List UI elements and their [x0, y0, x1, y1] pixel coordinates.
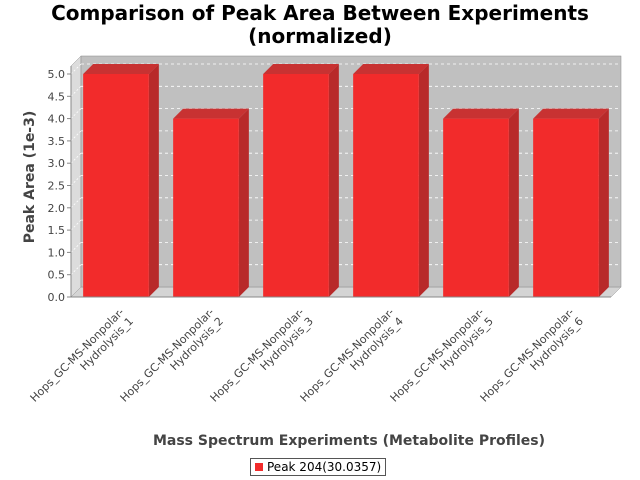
x-axis-label: Mass Spectrum Experiments (Metabolite Pr…	[153, 433, 545, 449]
x-tick-label-line: Hops_GC-MS-Nonpolar-	[478, 306, 577, 405]
bar-side-face	[508, 108, 519, 297]
bar-front-face	[83, 74, 149, 297]
bar-top-face	[263, 64, 339, 74]
x-tick-label: Hops_GC-MS-Nonpolar-Hydrolysis_6	[478, 306, 586, 405]
x-tick-label-line: Hops_GC-MS-Nonpolar-	[118, 306, 217, 405]
bar-side-face	[598, 108, 609, 297]
bar-side-face	[328, 64, 339, 297]
x-tick-label-line: Hops_GC-MS-Nonpolar-	[28, 306, 127, 405]
y-tick-label: 1.0	[48, 246, 66, 259]
plot-background	[70, 55, 622, 298]
bar-front-face	[263, 74, 329, 297]
x-tick-labels: Hops_GC-MS-Nonpolar-Hydrolysis_1Hops_GC-…	[28, 306, 586, 405]
bar-top-face	[533, 108, 609, 119]
y-tick-label: 0.5	[48, 269, 66, 282]
bar-front-face	[173, 118, 239, 297]
bar-top-face	[443, 108, 519, 119]
y-tick-label: 1.5	[48, 224, 66, 237]
y-tick-label: 4.0	[48, 113, 66, 126]
bar	[263, 64, 339, 297]
y-tick-label: 3.5	[48, 135, 66, 148]
gridlines	[70, 63, 621, 275]
legend-label: Peak 204(30.0357)	[267, 460, 382, 474]
chart-title-line-2: (normalized)	[248, 24, 392, 48]
bar-side-face	[238, 108, 249, 297]
y-tick-label: 5.0	[48, 68, 66, 81]
bar-front-face	[443, 118, 509, 297]
x-tick-label-line: Hops_GC-MS-Nonpolar-	[388, 306, 487, 405]
legend-swatch	[255, 463, 263, 471]
x-tick-label-line: Hops_GC-MS-Nonpolar-	[298, 306, 397, 405]
y-tick-label: 3.0	[48, 157, 66, 170]
plot-back-wall	[80, 55, 622, 288]
y-tick-label: 2.0	[48, 202, 66, 215]
bar-side-face	[148, 64, 159, 297]
y-tick-labels: 0.0 0.5 1.0 1.5 2.0 2.5 3.0 3.5 4.0 4.5 5.0	[48, 68, 66, 304]
bar	[173, 108, 249, 297]
bar	[353, 64, 429, 297]
y-axis-label: Peak Area (1e-3)	[22, 111, 38, 244]
bar-front-face	[533, 118, 599, 297]
axes	[67, 66, 611, 298]
bar-top-face	[173, 108, 249, 119]
bar-top-face	[353, 64, 429, 74]
legend: Peak 204(30.0357)	[250, 458, 387, 476]
x-tick-label-line: Hops_GC-MS-Nonpolar-	[208, 306, 307, 405]
y-tick-label: 0.0	[48, 291, 66, 304]
chart-title: Comparison of Peak Area Between Experime…	[0, 2, 640, 48]
bar-top-face	[83, 64, 159, 74]
y-tick-label: 2.5	[48, 180, 66, 193]
bar-side-face	[418, 64, 429, 297]
bar	[443, 108, 519, 297]
bar	[533, 108, 609, 297]
chart-title-line-1: Comparison of Peak Area Between Experime…	[51, 1, 589, 25]
bars	[83, 64, 609, 297]
bar	[83, 64, 159, 297]
bar-front-face	[353, 74, 419, 297]
y-tick-label: 4.5	[48, 90, 66, 103]
